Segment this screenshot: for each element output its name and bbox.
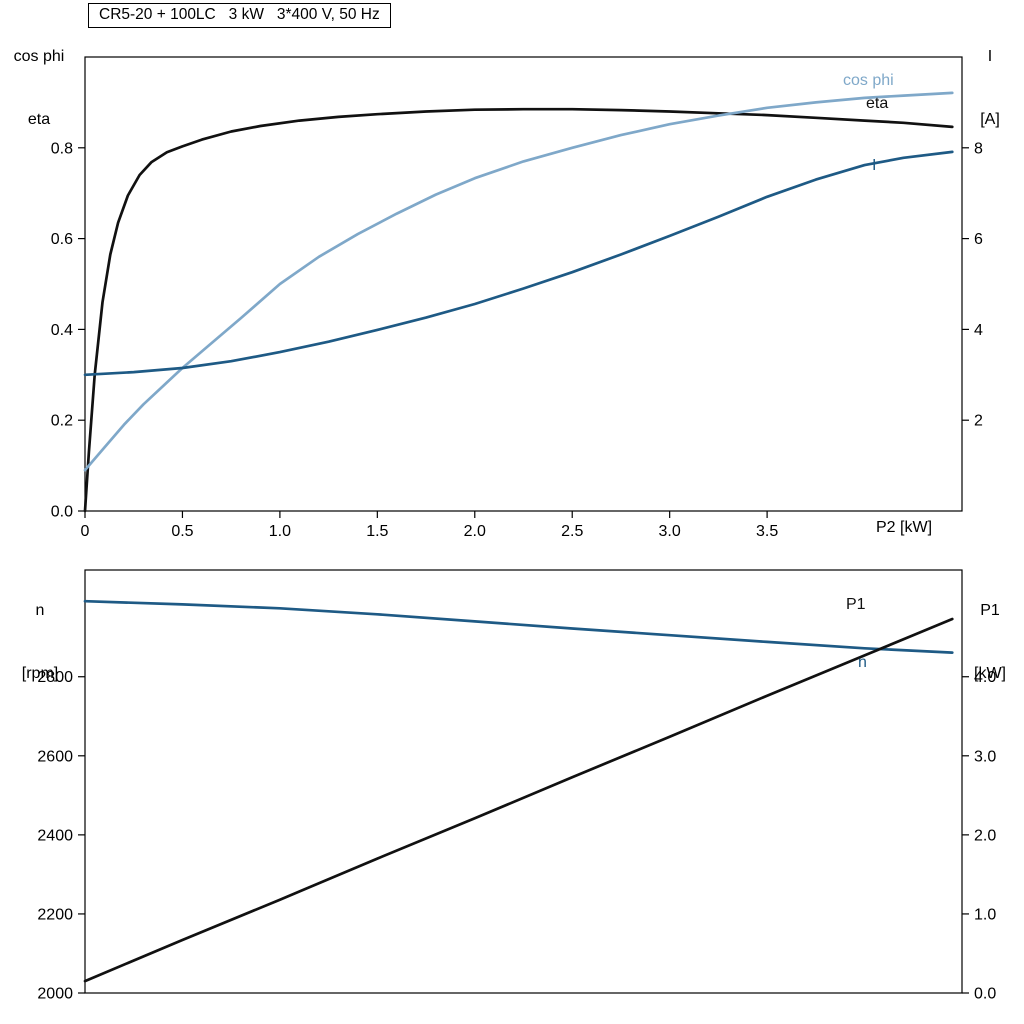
right-tick-label: 0.0: [974, 986, 996, 1003]
left-tick-label: 2600: [37, 748, 73, 765]
curve-eta: [83, 107, 954, 513]
curve-cos-phi: [83, 91, 954, 472]
x-tick-label: 3.0: [659, 523, 681, 540]
p1-axis-label: P1: [980, 602, 1000, 619]
left-tick-label: 2200: [37, 906, 73, 923]
speed-curve-label: n: [858, 654, 867, 671]
x-tick-label: 2.0: [464, 523, 486, 540]
left-tick-label: 0.4: [51, 322, 73, 339]
speed-axis-label: n: [35, 602, 45, 619]
eta-curve-label: eta: [866, 95, 889, 112]
p1-unit-label: [kW]: [974, 665, 1006, 682]
top-right-axis-label: I [A]: [966, 4, 1014, 172]
left-tick-label: 2000: [37, 986, 73, 1003]
left-tick-label: 2400: [37, 827, 73, 844]
right-tick-label: 3.0: [974, 748, 996, 765]
right-tick-label: 1.0: [974, 906, 996, 923]
right-tick-label: 2: [974, 413, 983, 430]
x-tick-label: 1.0: [269, 523, 291, 540]
x-tick-label: 3.5: [756, 523, 778, 540]
bottom-left-axis-label: n [rpm]: [6, 558, 74, 726]
right-tick-label: 8: [974, 140, 983, 157]
right-tick-label: 2.0: [974, 827, 996, 844]
cos-phi-axis-label: cos phi: [13, 48, 65, 65]
speed-unit-label: [rpm]: [21, 665, 59, 682]
x-tick-label: 2.5: [561, 523, 583, 540]
right-tick-label: 4.0: [974, 669, 996, 686]
current-curve-label: I: [872, 157, 877, 174]
x-tick-label: 0: [81, 523, 90, 540]
x-axis-label: P2 [kW]: [876, 519, 933, 536]
plot-border-0: [84, 56, 963, 512]
current-axis-label: I: [987, 48, 993, 65]
left-tick-label: 2800: [37, 669, 73, 686]
left-tick-label: 0.8: [51, 140, 73, 157]
bottom-right-axis-label: P1 [kW]: [962, 558, 1018, 726]
x-tick-label: 1.5: [366, 523, 388, 540]
right-tick-label: 4: [974, 322, 983, 339]
left-tick-label: 0.6: [51, 231, 73, 248]
chart-title-box: CR5-20 + 100LC 3 kW 3*400 V, 50 Hz: [88, 3, 391, 28]
left-tick-label: 0.0: [51, 504, 73, 521]
cos-phi-curve-label: cos phi: [843, 72, 894, 89]
top-left-axis-label: cos phi eta: [6, 4, 72, 172]
curve-n: [83, 599, 954, 654]
curve-i: [83, 150, 954, 377]
left-tick-label: 0.2: [51, 413, 73, 430]
current-unit-label: [A]: [980, 111, 1000, 128]
p1-curve-label: P1: [846, 596, 866, 613]
plot-border-1: [84, 569, 963, 994]
eta-axis-label: eta: [27, 111, 51, 128]
right-tick-label: 6: [974, 231, 983, 248]
curve-p1: [83, 617, 954, 983]
x-tick-label: 0.5: [171, 523, 193, 540]
